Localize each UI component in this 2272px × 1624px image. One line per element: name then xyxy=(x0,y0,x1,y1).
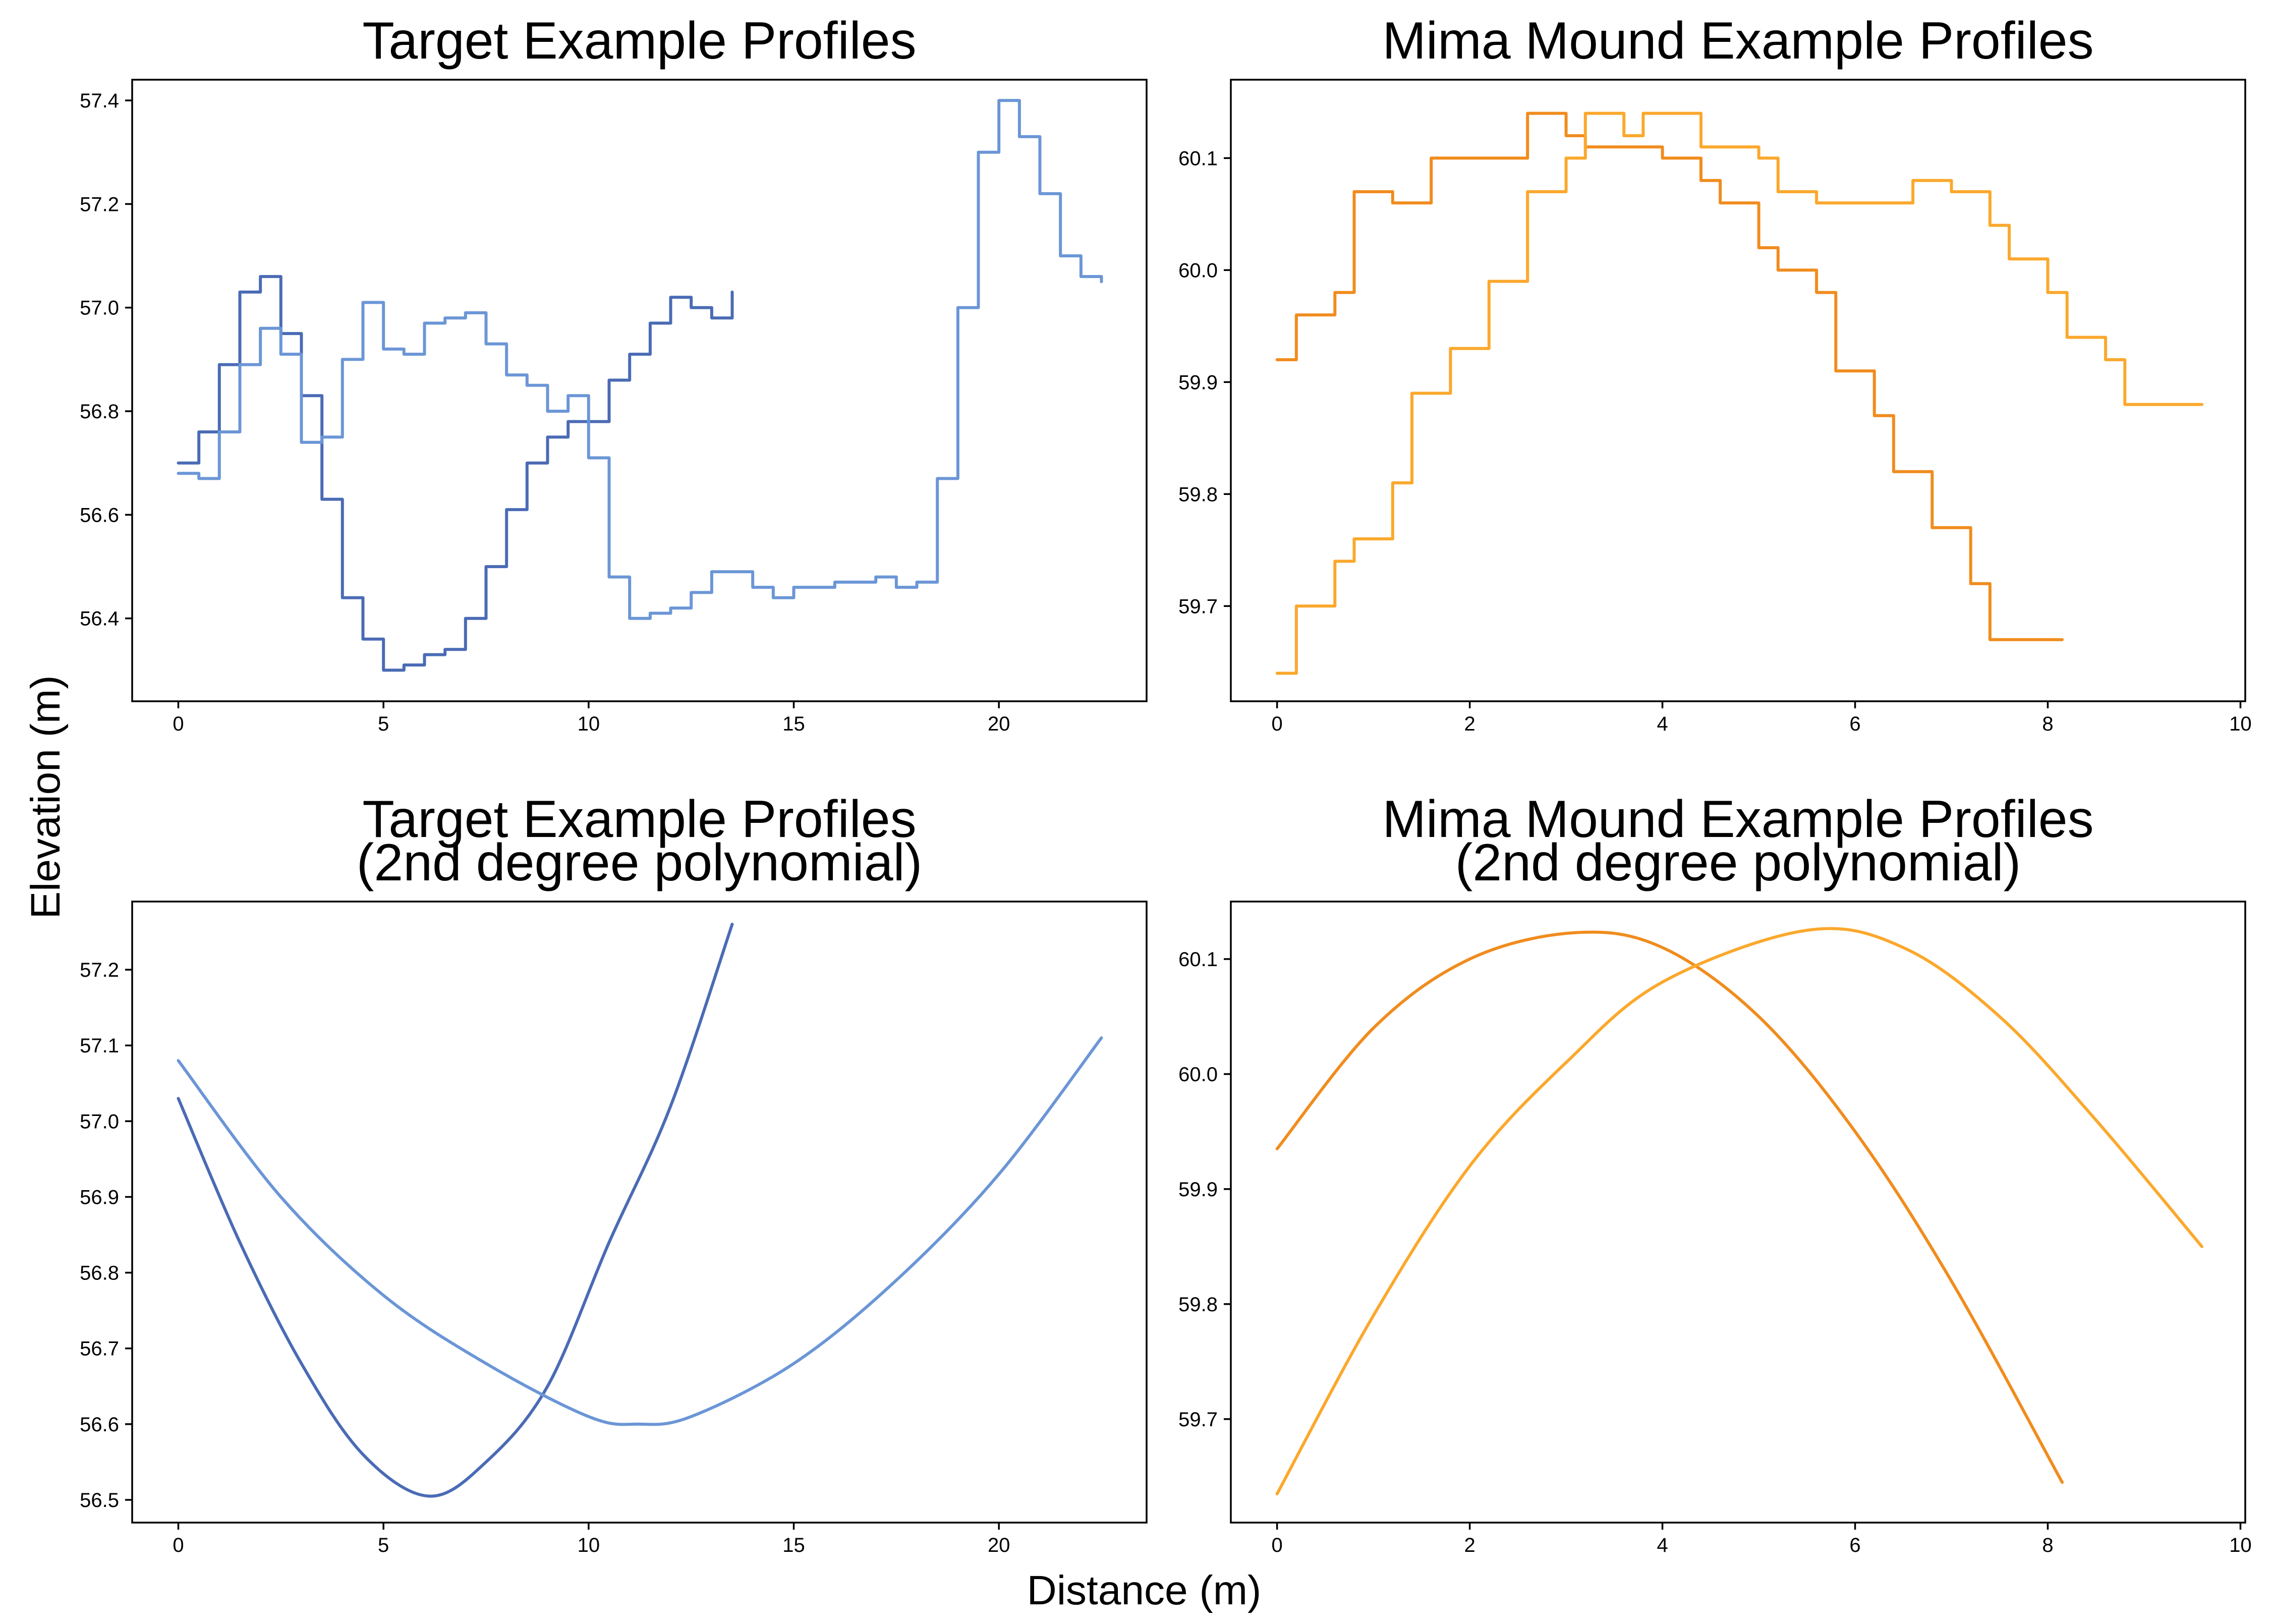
y-tick-label: 56.6 xyxy=(80,1414,119,1436)
series-group xyxy=(177,99,1103,672)
subplot-mima-profiles: Mima Mound Example Profiles 0 2 4 6 8 10 59.7 59… xyxy=(1178,12,2252,735)
y-tick-label: 57.0 xyxy=(80,297,119,319)
x-tick-label: 2 xyxy=(1464,713,1475,735)
y-tick-label: 59.9 xyxy=(1178,371,1218,394)
x-tick-label: 10 xyxy=(578,713,600,735)
y-tick-label: 56.8 xyxy=(80,401,119,423)
y-tick-label: 56.4 xyxy=(80,608,119,630)
x-tick-label: 5 xyxy=(378,1534,389,1556)
x-tick-label: 8 xyxy=(2042,713,2053,735)
axes-frame xyxy=(131,79,1148,702)
x-tick-label: 8 xyxy=(2042,1534,2053,1556)
y-tick-label: 56.7 xyxy=(80,1338,119,1360)
x-tick-label: 10 xyxy=(578,1534,600,1556)
panel-title-target-profiles: Target Example Profiles xyxy=(362,12,916,70)
x-tick-label: 4 xyxy=(1657,713,1668,735)
x-tick-label: 5 xyxy=(378,713,389,735)
subplot-mima-polyfit: Mima Mound Example Profiles(2nd degree p… xyxy=(1178,790,2252,1556)
y-tick-label: 60.0 xyxy=(1178,259,1218,282)
figure-xlabel: Distance (m) xyxy=(1027,1567,1262,1613)
x-tick-label: 20 xyxy=(988,1534,1010,1556)
y-tick-label: 56.8 xyxy=(80,1262,119,1284)
panel-title-mima-polyfit-line-1: Mima Mound Example Profiles xyxy=(1382,790,2093,849)
y-tick-label: 57.1 xyxy=(80,1035,119,1057)
y-tick-label: 57.0 xyxy=(80,1110,119,1133)
series-group xyxy=(1275,111,2204,675)
subplot-target-polyfit: Target Example Profiles(2nd degree polyn… xyxy=(80,790,1148,1556)
y-tick-label: 57.2 xyxy=(80,193,119,215)
subplot-target-profiles: Target Example Profiles 0 5 10 15 20 56.4 56.6 5… xyxy=(80,12,1148,735)
series-group xyxy=(177,923,1103,1498)
series-group xyxy=(1275,927,2204,1495)
x-tick-label: 15 xyxy=(782,1534,805,1556)
y-tick-label: 60.1 xyxy=(1178,948,1218,971)
y-tick-label: 57.2 xyxy=(80,959,119,981)
x-tick-label: 15 xyxy=(782,713,805,735)
panel-title-mima-profiles: Mima Mound Example Profiles xyxy=(1382,12,2093,70)
series-line-2 xyxy=(1275,111,2204,675)
x-tick-label: 10 xyxy=(2229,1534,2252,1556)
y-tick-label: 60.0 xyxy=(1178,1063,1218,1086)
y-tick-label: 56.5 xyxy=(80,1489,119,1511)
y-tick-label: 57.4 xyxy=(80,90,119,112)
x-tick-label: 0 xyxy=(173,713,184,735)
axes-frame xyxy=(131,901,1148,1524)
x-tick-label: 20 xyxy=(988,713,1010,735)
panel-title-target-polyfit-line-2: (2nd degree polynomial) xyxy=(357,833,923,892)
axes-frame xyxy=(1230,79,2246,702)
y-tick-label: 59.9 xyxy=(1178,1179,1218,1201)
y-tick-label: 59.7 xyxy=(1178,1409,1218,1431)
y-tick-label: 59.8 xyxy=(1178,483,1218,506)
series-line-2 xyxy=(1275,927,2204,1495)
series-line-2 xyxy=(177,99,1103,620)
series-line-1 xyxy=(1275,930,2064,1484)
x-tick-label: 6 xyxy=(1849,1534,1860,1556)
series-line-1 xyxy=(1275,111,2064,641)
y-tick-label: 60.1 xyxy=(1178,147,1218,170)
y-tick-label: 59.7 xyxy=(1178,595,1218,618)
axes-frame xyxy=(1230,901,2246,1524)
figure-ylabel: Elevation (m) xyxy=(23,675,69,919)
y-tick-label: 56.9 xyxy=(80,1186,119,1208)
series-line-1 xyxy=(177,275,734,672)
series-line-1 xyxy=(177,923,734,1498)
series-line-2 xyxy=(177,1036,1103,1426)
x-tick-label: 0 xyxy=(1272,713,1283,735)
x-tick-label: 2 xyxy=(1464,1534,1475,1556)
y-tick-label: 59.8 xyxy=(1178,1294,1218,1316)
x-tick-label: 4 xyxy=(1657,1534,1668,1556)
x-tick-label: 10 xyxy=(2229,713,2252,735)
x-tick-label: 6 xyxy=(1849,713,1860,735)
x-tick-label: 0 xyxy=(173,1534,184,1556)
panel-title-mima-polyfit-line-2: (2nd degree polynomial) xyxy=(1455,833,2021,892)
panel-title-target-polyfit-line-1: Target Example Profiles xyxy=(362,790,916,849)
x-tick-label: 0 xyxy=(1272,1534,1283,1556)
y-tick-label: 56.6 xyxy=(80,504,119,526)
